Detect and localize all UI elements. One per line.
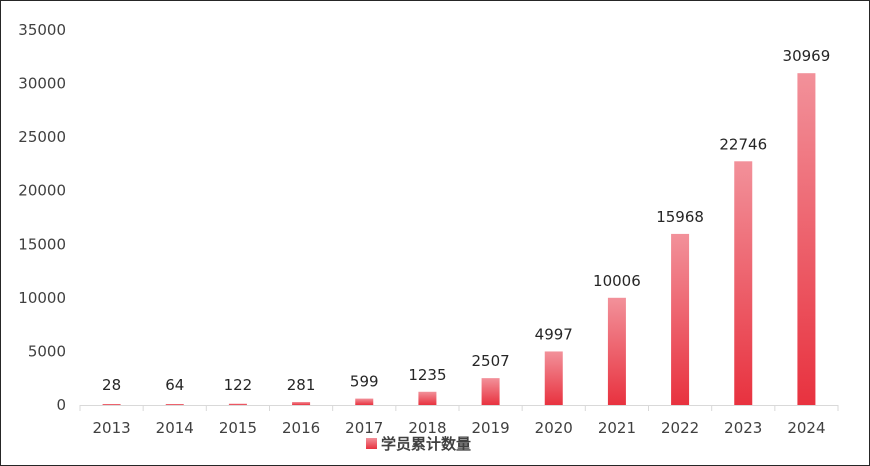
y-tick-label: 0 [56,396,66,414]
bar [734,161,753,405]
bar [607,297,626,405]
data-label: 1235 [408,366,446,384]
y-tick-label: 30000 [18,75,66,93]
bar [797,73,816,406]
x-tick-label: 2014 [156,419,194,437]
data-labels: 28 64 122 281 599 1235 2507 4997 10006 15968 22746… [102,47,830,394]
x-tick-label: 2019 [471,419,509,437]
bar [544,351,563,405]
y-tick-label: 20000 [18,182,66,200]
x-tick-label: 2015 [219,419,257,437]
data-label: 15968 [656,208,704,226]
y-tick-label: 15000 [18,235,66,253]
x-tick-label: 2023 [724,419,762,437]
data-label: 10006 [593,272,641,290]
data-label: 281 [287,376,316,394]
x-tick-label: 2016 [282,419,320,437]
bar [355,398,374,405]
y-tick-label: 10000 [18,289,66,307]
data-label: 28 [102,376,121,394]
x-tick-label: 2022 [661,419,699,437]
x-tick-label: 2018 [408,419,446,437]
y-tick-label: 5000 [28,342,66,360]
data-label: 22746 [719,135,767,153]
data-label: 4997 [535,325,573,343]
x-tick-label: 2024 [787,419,825,437]
data-label: 30969 [783,47,831,65]
y-tick-label: 25000 [18,128,66,146]
legend-swatch [366,438,377,449]
x-tick-label: 2013 [92,419,130,437]
data-label: 64 [165,376,184,394]
bar-series [102,73,816,406]
x-tick-label: 2020 [535,419,573,437]
data-label: 2507 [471,352,509,370]
legend: 学员累计数量 [366,435,471,453]
bar [165,404,184,405]
bar [481,378,500,405]
x-tick-label: 2021 [598,419,636,437]
bar [671,233,690,405]
x-axis: 2013 2014 2015 2016 2017 2018 2019 2020 2021 2022… [79,405,839,437]
data-label: 122 [224,376,253,394]
y-axis: 0 5000 10000 15000 20000 25000 30000 35000 [18,21,66,414]
bar [102,404,121,405]
bar [292,401,311,405]
bar [228,403,247,405]
bar [418,391,437,405]
y-tick-label: 35000 [18,21,66,39]
data-label: 599 [350,373,379,391]
x-tick-label: 2017 [345,419,383,437]
legend-label: 学员累计数量 [381,435,471,453]
